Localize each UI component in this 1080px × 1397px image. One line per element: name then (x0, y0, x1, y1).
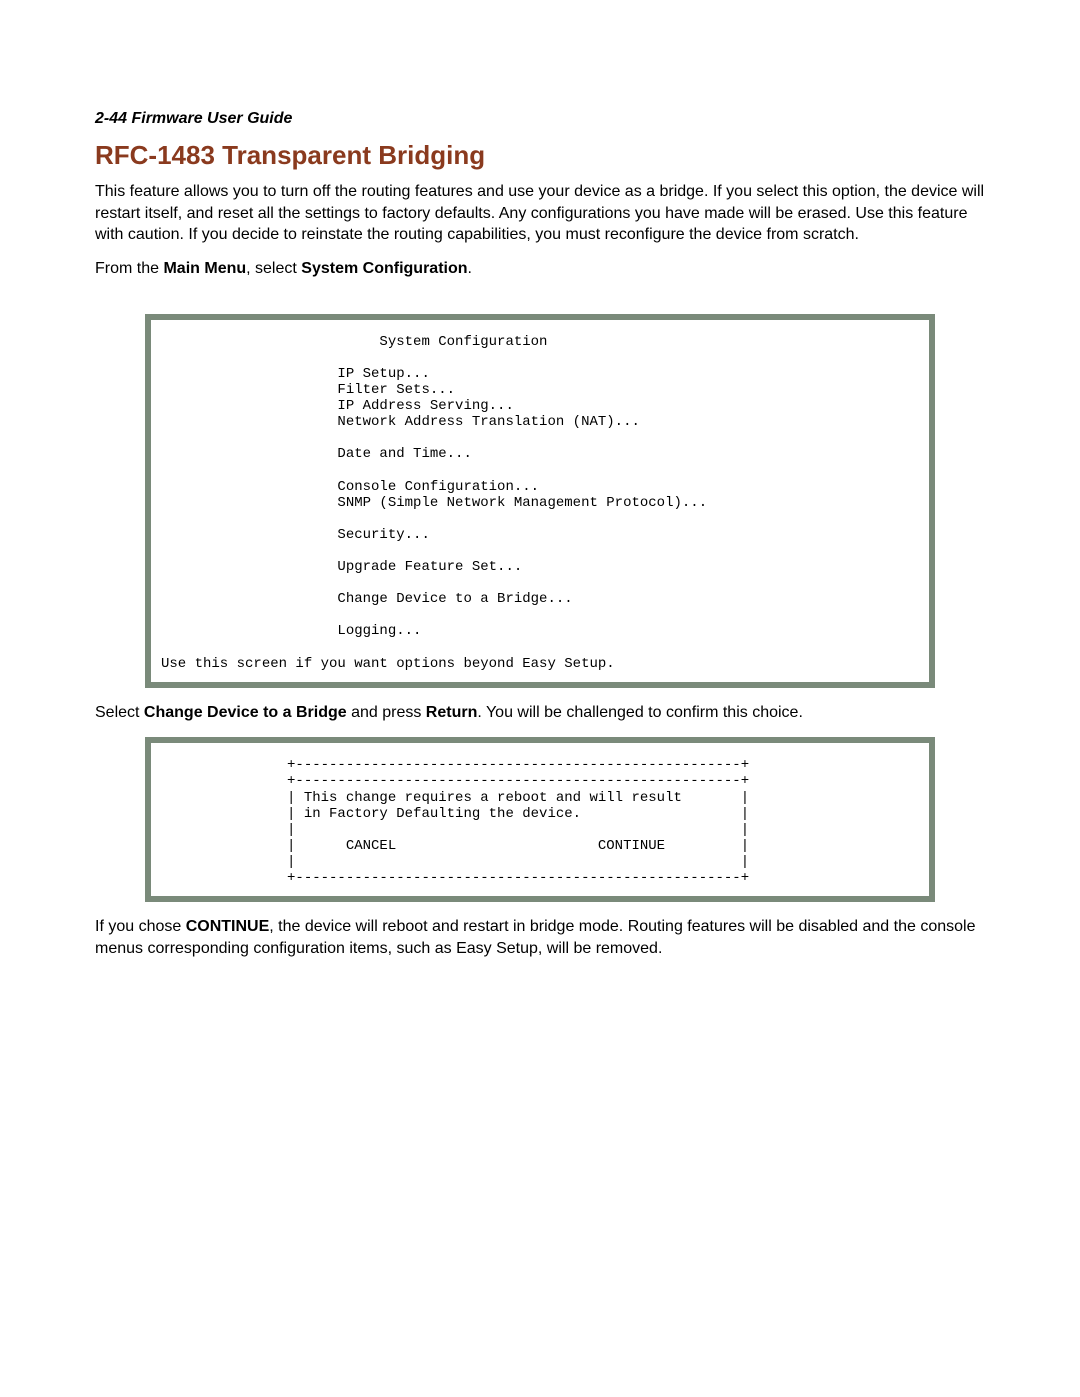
return-key-label: Return (426, 704, 478, 721)
terminal-screenshot-2: +---------------------------------------… (145, 737, 935, 902)
text: . (468, 260, 472, 277)
change-device-label: Change Device to a Bridge (144, 704, 347, 721)
continue-label: CONTINUE (186, 918, 270, 935)
instruction-2: Select Change Device to a Bridge and pre… (95, 702, 985, 724)
text: . You will be challenged to confirm this… (477, 704, 803, 721)
closing-paragraph: If you chose CONTINUE, the device will r… (95, 916, 985, 959)
terminal-screenshot-1: System Configuration IP Setup... Filter … (145, 314, 935, 688)
text: and press (347, 704, 426, 721)
section-title: RFC-1483 Transparent Bridging (95, 140, 985, 171)
instruction-1: From the Main Menu, select System Config… (95, 260, 985, 278)
text: , select (246, 260, 301, 277)
terminal-text: System Configuration IP Setup... Filter … (161, 334, 919, 672)
text: From the (95, 260, 163, 277)
system-configuration-label: System Configuration (301, 260, 467, 277)
main-menu-label: Main Menu (163, 260, 246, 277)
document-page: 2-44 Firmware User Guide RFC-1483 Transp… (0, 0, 1080, 959)
intro-paragraph: This feature allows you to turn off the … (95, 181, 985, 246)
text: Select (95, 704, 144, 721)
page-header: 2-44 Firmware User Guide (95, 110, 985, 128)
terminal-text: +---------------------------------------… (161, 757, 919, 886)
text: If you chose (95, 918, 186, 935)
